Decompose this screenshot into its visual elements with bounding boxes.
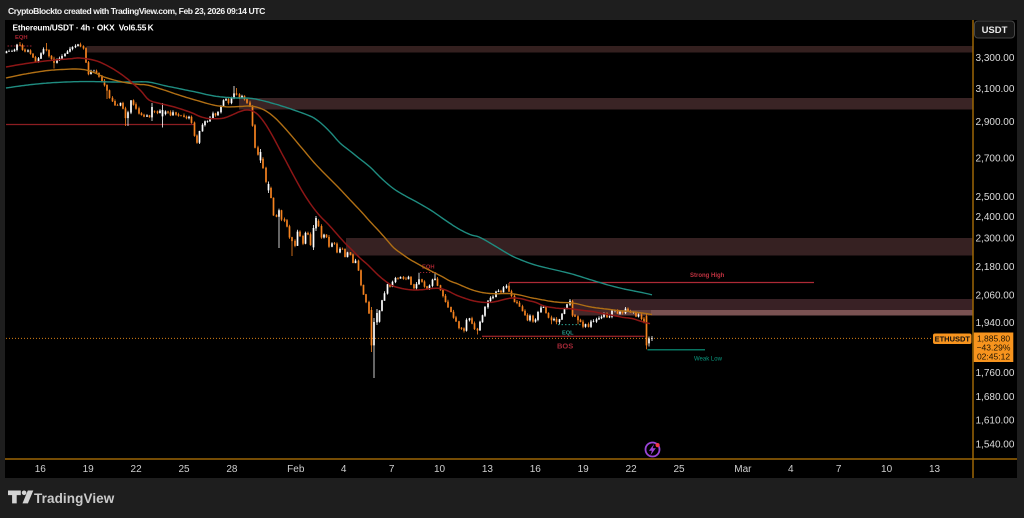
svg-text:Strong High: Strong High	[690, 273, 725, 279]
svg-text:25: 25	[178, 464, 190, 475]
svg-text:19: 19	[83, 464, 95, 475]
svg-text:22: 22	[131, 464, 143, 475]
svg-text:7: 7	[389, 464, 395, 475]
svg-text:10: 10	[881, 464, 893, 475]
svg-text:25: 25	[673, 464, 685, 475]
svg-text:−43.29%: −43.29%	[977, 343, 1011, 353]
svg-text:2,700.00: 2,700.00	[976, 154, 1015, 165]
svg-text:1,885.80: 1,885.80	[977, 334, 1010, 344]
svg-text:Weak Low: Weak Low	[694, 357, 723, 363]
svg-text:7: 7	[836, 464, 842, 475]
svg-text:2,060.00: 2,060.00	[976, 291, 1015, 302]
svg-text:02:45:12: 02:45:12	[977, 352, 1010, 362]
svg-text:3,100.00: 3,100.00	[976, 84, 1015, 95]
svg-text:EQL: EQL	[562, 331, 574, 337]
svg-text:2,900.00: 2,900.00	[976, 117, 1015, 128]
svg-text:3,300.00: 3,300.00	[976, 53, 1015, 64]
svg-text:ETHUSDT: ETHUSDT	[935, 335, 971, 344]
svg-text:13: 13	[929, 464, 941, 475]
svg-text:USDT: USDT	[982, 25, 1008, 36]
svg-text:13: 13	[482, 464, 494, 475]
svg-text:19: 19	[578, 464, 590, 475]
svg-text:TradingView: TradingView	[34, 491, 115, 506]
svg-text:22: 22	[626, 464, 638, 475]
svg-text:1,680.00: 1,680.00	[976, 392, 1015, 403]
svg-text:1,540.00: 1,540.00	[976, 440, 1015, 451]
svg-text:28: 28	[226, 464, 238, 475]
svg-text:1,940.00: 1,940.00	[976, 318, 1015, 329]
svg-text:16: 16	[35, 464, 47, 475]
svg-text:EQH: EQH	[15, 35, 28, 41]
svg-text:Feb: Feb	[287, 464, 305, 475]
svg-text:BOS: BOS	[557, 342, 573, 351]
svg-text:2,400.00: 2,400.00	[976, 212, 1015, 223]
svg-text:4: 4	[341, 464, 347, 475]
svg-text:2,500.00: 2,500.00	[976, 192, 1015, 203]
svg-text:CryptoBlockto created with Tra: CryptoBlockto created with TradingView.c…	[8, 6, 265, 16]
svg-text:EQH: EQH	[422, 265, 435, 271]
svg-text:1,760.00: 1,760.00	[976, 368, 1015, 379]
svg-text:16: 16	[530, 464, 542, 475]
svg-text:Ethereum/USDT · 4h · OKX Vol6: Ethereum/USDT · 4h · OKX Vol6.55 K	[13, 23, 154, 33]
svg-text:2,180.00: 2,180.00	[976, 262, 1015, 273]
svg-text:Mar: Mar	[734, 464, 752, 475]
svg-text:4: 4	[788, 464, 794, 475]
svg-text:10: 10	[434, 464, 446, 475]
svg-text:1,610.00: 1,610.00	[976, 416, 1015, 427]
svg-text:2,300.00: 2,300.00	[976, 234, 1015, 245]
